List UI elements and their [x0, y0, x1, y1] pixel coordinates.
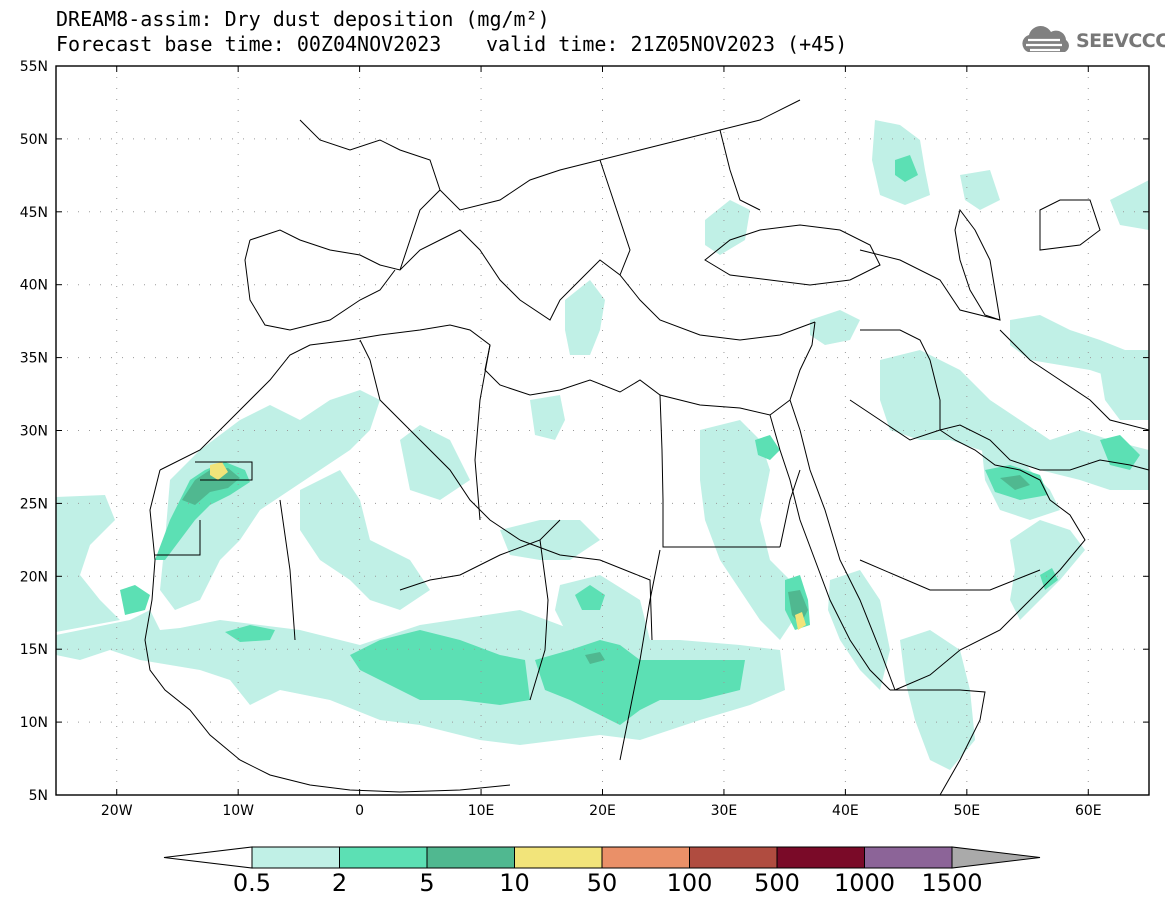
colorbar-level-label: 500 [754, 869, 800, 897]
longitude-tick-label: 50E [953, 803, 980, 819]
colorbar-under-arrow [163, 846, 253, 869]
country-borders [144, 99, 1149, 795]
colorbar-level-label: 0.5 [233, 869, 271, 897]
map-title: DREAM8-assim: Dry dust deposition (mg/m²… [56, 7, 550, 31]
latitude-tick-label: 35N [20, 351, 48, 367]
colorbar-level-label: 50 [587, 869, 618, 897]
colorbar-level-label: 1500 [921, 869, 982, 897]
colorbar-over-arrow [951, 846, 1041, 869]
deposition-shading [56, 120, 1149, 770]
latitude-tick-label: 50N [20, 132, 48, 148]
colorbar-level-label: 10 [499, 869, 530, 897]
colorbar-swatch [514, 846, 603, 869]
latitude-axis: 55N 50N 45N 40N 35N 30N 25N 20N 15N 10N 5N [20, 59, 1149, 804]
longitude-tick-label: 20W [101, 803, 133, 819]
colorbar-swatch [339, 846, 428, 869]
longitude-tick-label: 30E [711, 803, 738, 819]
forecast-base-time: Forecast base time: 00Z04NOV2023 [56, 32, 442, 56]
colorbar-level-label: 5 [419, 869, 434, 897]
latitude-tick-label: 25N [20, 496, 48, 512]
latitude-tick-label: 45N [20, 205, 48, 221]
longitude-tick-label: 0 [355, 803, 364, 819]
longitude-tick-label: 20E [589, 803, 616, 819]
latitude-tick-label: 5N [29, 788, 48, 804]
seevccc-logo: SEEVCCC [1018, 25, 1165, 57]
longitude-tick-label: 10W [222, 803, 254, 819]
longitude-tick-label: 60E [1075, 803, 1102, 819]
colorbar-swatch [601, 846, 690, 869]
longitude-axis: 20W 10W 0 10E 20E 30E 40E 50E 60E [101, 66, 1102, 819]
valid-time: valid time: 21Z05NOV2023 (+45) [486, 32, 848, 56]
colorbar-level-label: 100 [667, 869, 713, 897]
colorbar: 0.5 2 5 10 50 100 500 1000 1500 [163, 846, 1041, 897]
graticule-lines [56, 66, 1149, 795]
colorbar-level-label: 1000 [834, 869, 895, 897]
colorbar-swatch [864, 846, 953, 869]
latitude-tick-label: 20N [20, 569, 48, 585]
latitude-tick-label: 55N [20, 59, 48, 75]
latitude-tick-label: 15N [20, 642, 48, 658]
logo-text: SEEVCCC [1076, 30, 1165, 52]
colorbar-swatch [776, 846, 865, 869]
latitude-tick-label: 40N [20, 278, 48, 294]
latitude-tick-label: 10N [20, 715, 48, 731]
colorbar-swatch [689, 846, 778, 869]
longitude-tick-label: 10E [468, 803, 495, 819]
longitude-tick-label: 40E [832, 803, 859, 819]
cloud-icon [1022, 26, 1069, 52]
colorbar-level-label: 2 [332, 869, 347, 897]
colorbar-swatch [251, 846, 340, 869]
latitude-tick-label: 30N [20, 424, 48, 440]
colorbar-swatch [426, 846, 515, 869]
